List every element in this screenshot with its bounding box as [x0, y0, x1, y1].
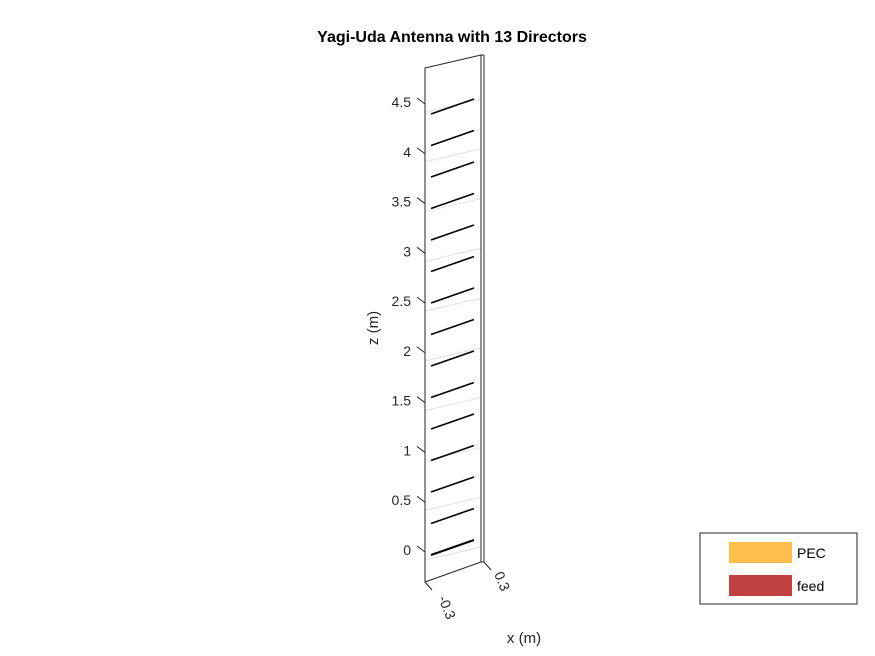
x-tick-mark-neg [424, 581, 433, 591]
z-tick-mark [416, 197, 426, 204]
director-element [430, 161, 475, 178]
z-tick-mark [416, 346, 426, 354]
z-tick-mark [416, 97, 426, 105]
z-tick-label: 3.5 [392, 194, 412, 210]
z-tick-label: 3 [403, 243, 411, 259]
z-tick-mark [416, 396, 426, 404]
x-tick-mark-pos [483, 561, 492, 571]
z-tick-label: 0.5 [392, 492, 412, 508]
x-tick-label-neg: -0.3 [435, 593, 459, 622]
z-gridlines [424, 98, 482, 561]
z-tick-label: 2.5 [392, 293, 412, 309]
z-axis-ticks: 0 0.5 1 1.5 2 2.5 3 3.5 4 4.5 [392, 94, 426, 558]
director-element [430, 350, 475, 367]
director-element [430, 318, 475, 336]
z-gridline [424, 546, 482, 561]
z-axis-label: z (m) [365, 311, 382, 345]
legend: PEC feed [699, 532, 858, 605]
z-tick-label: 2 [403, 343, 411, 359]
z-tick-mark [416, 147, 426, 155]
director-element [430, 224, 475, 241]
z-tick-label: 4 [403, 144, 411, 160]
z-gridline [424, 247, 482, 262]
figure-title: Yagi-Uda Antenna with 13 Directors [317, 29, 587, 46]
legend-swatch-pec [729, 542, 792, 563]
axes-box [424, 54, 485, 583]
axes-box-front [424, 54, 482, 583]
director-element [430, 381, 475, 399]
director-element [430, 413, 475, 430]
legend-swatch-feed [729, 575, 792, 596]
director-element [430, 287, 475, 304]
reflector-element [430, 539, 475, 556]
director-element [430, 192, 475, 210]
z-gridline [424, 297, 482, 312]
x-tick-label-pos: 0.3 [491, 569, 513, 593]
x-axis-label: x (m) [507, 630, 541, 647]
z-tick-mark [416, 246, 426, 254]
z-gridline [424, 148, 482, 163]
z-tick-label: 0 [403, 542, 411, 558]
z-gridline [424, 446, 482, 461]
z-tick-mark [416, 296, 426, 304]
z-tick-label: 1 [403, 442, 411, 458]
z-tick-mark [416, 545, 426, 553]
z-gridline [424, 347, 482, 362]
director-element [430, 98, 475, 115]
driven-element [430, 507, 475, 525]
z-gridline [424, 496, 482, 511]
z-tick-label: 1.5 [392, 393, 412, 409]
director-element [430, 129, 475, 147]
director-element [430, 444, 475, 462]
z-tick-mark [416, 495, 426, 503]
z-tick-label: 4.5 [392, 94, 412, 110]
z-gridline [424, 198, 482, 213]
director-element [430, 255, 475, 273]
antenna-elements [430, 98, 475, 556]
legend-label-feed: feed [797, 578, 824, 594]
director-element [430, 476, 475, 493]
z-gridline [424, 397, 482, 412]
legend-label-pec: PEC [797, 545, 826, 561]
x-axis-ticks: -0.3 0.3 [424, 561, 513, 622]
z-tick-mark [416, 446, 426, 453]
